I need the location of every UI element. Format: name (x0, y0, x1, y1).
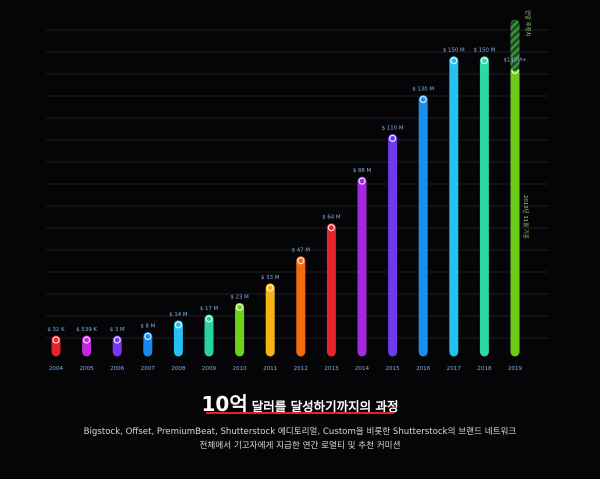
year-label: 2010 (232, 366, 247, 372)
year-label: 2014 (355, 366, 370, 372)
value-label: $ 33 M (261, 275, 280, 281)
bar-cap (358, 177, 366, 185)
value-label: $ 130 M (412, 87, 434, 93)
bar-cap (82, 336, 91, 344)
bar-cap (266, 284, 274, 292)
value-label: $ 23 M (230, 294, 249, 300)
bar-cap (52, 336, 60, 344)
value-label: $ 110 M (382, 125, 404, 131)
year-label: 2006 (110, 366, 125, 372)
bar-cap (236, 303, 244, 311)
bar-cap (205, 315, 213, 323)
royalty-bar-chart: $ 32 K 2004 $ 539 K 2005 $ 3 M 2006 $ 8 M 2007 $… (46, 10, 548, 372)
bars (51, 19, 520, 357)
year-label: 2016 (416, 366, 431, 372)
value-label: $ 47 M (292, 248, 311, 254)
value-label: $ 14 M (169, 312, 188, 318)
year-label: 2007 (141, 366, 156, 372)
bar-cap (174, 321, 182, 329)
projection-label: 연말 추정치 (524, 10, 532, 37)
bar-cap (144, 332, 152, 341)
value-label: $ 3 M (110, 327, 125, 333)
year-label: 2018 (477, 366, 492, 372)
value-label: $ 17 M (200, 306, 219, 312)
value-label: $ 539 K (76, 327, 97, 333)
bar-cap (419, 95, 427, 104)
headline-underline (206, 412, 394, 414)
year-label: 2013 (324, 366, 339, 372)
labels: $ 32 K 2004 $ 539 K 2005 $ 3 M 2006 $ 8 M 2007 $… (47, 10, 532, 372)
value-label: $ 150 M (474, 48, 496, 54)
bar-cap (113, 336, 121, 344)
year-label: 2009 (202, 366, 217, 372)
value-label: $ 88 M (353, 168, 372, 174)
value-label: $145M+ (504, 57, 527, 63)
year-label: 2008 (171, 366, 186, 372)
headline-text: 달러를 달성하기까지의 과정 (251, 399, 399, 414)
year-label: 2012 (294, 366, 308, 372)
value-label: $ 32 K (47, 327, 65, 333)
bar-cap (327, 224, 335, 232)
year-label: 2004 (49, 366, 64, 372)
bar-cap (389, 134, 397, 142)
year-label: 2019 (508, 366, 523, 372)
value-label: $ 64 M (322, 215, 341, 221)
description-line-1: Bigstock, Offset, PremiumBeat, Shutterst… (83, 427, 517, 437)
bar-cap (450, 57, 458, 65)
year-label: 2017 (447, 366, 462, 372)
bar-cap (480, 57, 488, 65)
year-label: 2015 (385, 366, 400, 372)
value-label: $ 8 M (140, 323, 155, 329)
bar-cap (297, 257, 305, 265)
year-label: 2011 (263, 366, 278, 372)
description-line-2: 전체에서 기고자에게 지급한 연간 로열티 및 추천 커미션 (199, 441, 401, 451)
as-of-note: 2019년 11월 기준 (522, 195, 530, 239)
value-label: $ 150 M (443, 48, 465, 54)
year-label: 2005 (79, 366, 94, 372)
